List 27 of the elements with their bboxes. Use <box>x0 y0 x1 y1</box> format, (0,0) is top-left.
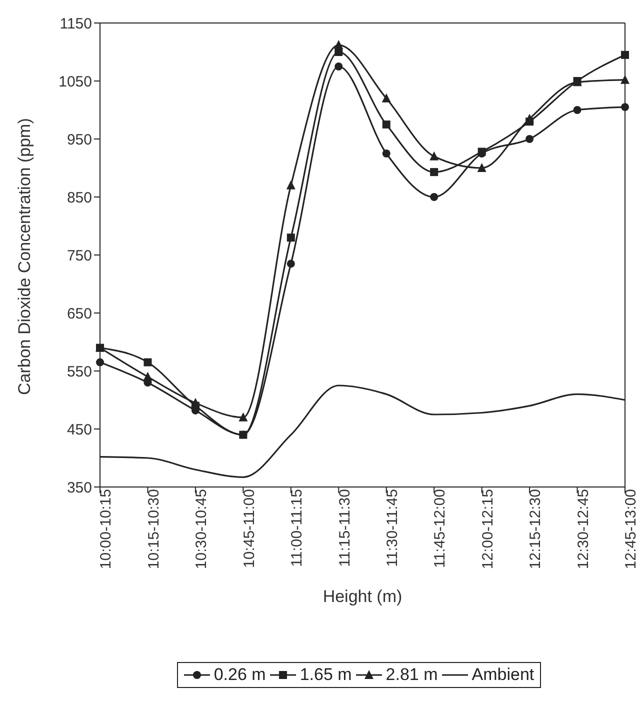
x-tick-label: 11:45-12:00 <box>432 489 449 568</box>
y-tick-label: 1050 <box>58 73 92 90</box>
y-tick-label: 450 <box>66 421 92 438</box>
x-tick-label: 12:30-12:45 <box>574 489 592 570</box>
legend-label: 1.65 m <box>300 665 352 685</box>
legend-label: 0.26 m <box>214 665 266 685</box>
y-axis-title: Carbon Dioxide Concentration (ppm) <box>15 118 34 395</box>
x-tick-label: 12:45-13:00 <box>622 489 640 570</box>
y-tick-label: 1150 <box>60 15 92 32</box>
x-tick-label: 11:00-11:15 <box>288 489 306 567</box>
x-tick-label: 12:00-12:15 <box>479 489 496 570</box>
legend-label: Ambient <box>472 665 534 685</box>
y-tick-label: 550 <box>66 363 92 380</box>
legend-label: 2.81 m <box>386 665 438 685</box>
x-tick-label: 12:15-12:30 <box>527 489 544 570</box>
x-tick-label: 10:15-10:30 <box>145 489 162 570</box>
x-tick-label: 10:45-11:00 <box>240 489 258 568</box>
y-tick-label: 750 <box>66 247 92 264</box>
y-tick-label: 650 <box>66 305 92 322</box>
y-tick-label: 850 <box>66 189 92 206</box>
x-tick-label: 10:30-10:45 <box>193 489 210 570</box>
x-tick-label: 11:15-11:30 <box>336 489 354 567</box>
x-tick-label: 10:00-10:15 <box>98 489 115 570</box>
y-tick-label: 950 <box>66 131 92 148</box>
y-tick-label: 350 <box>66 479 92 496</box>
x-axis-title: Height (m) <box>322 587 402 606</box>
x-tick-label: 11:30-11:45 <box>384 489 402 567</box>
